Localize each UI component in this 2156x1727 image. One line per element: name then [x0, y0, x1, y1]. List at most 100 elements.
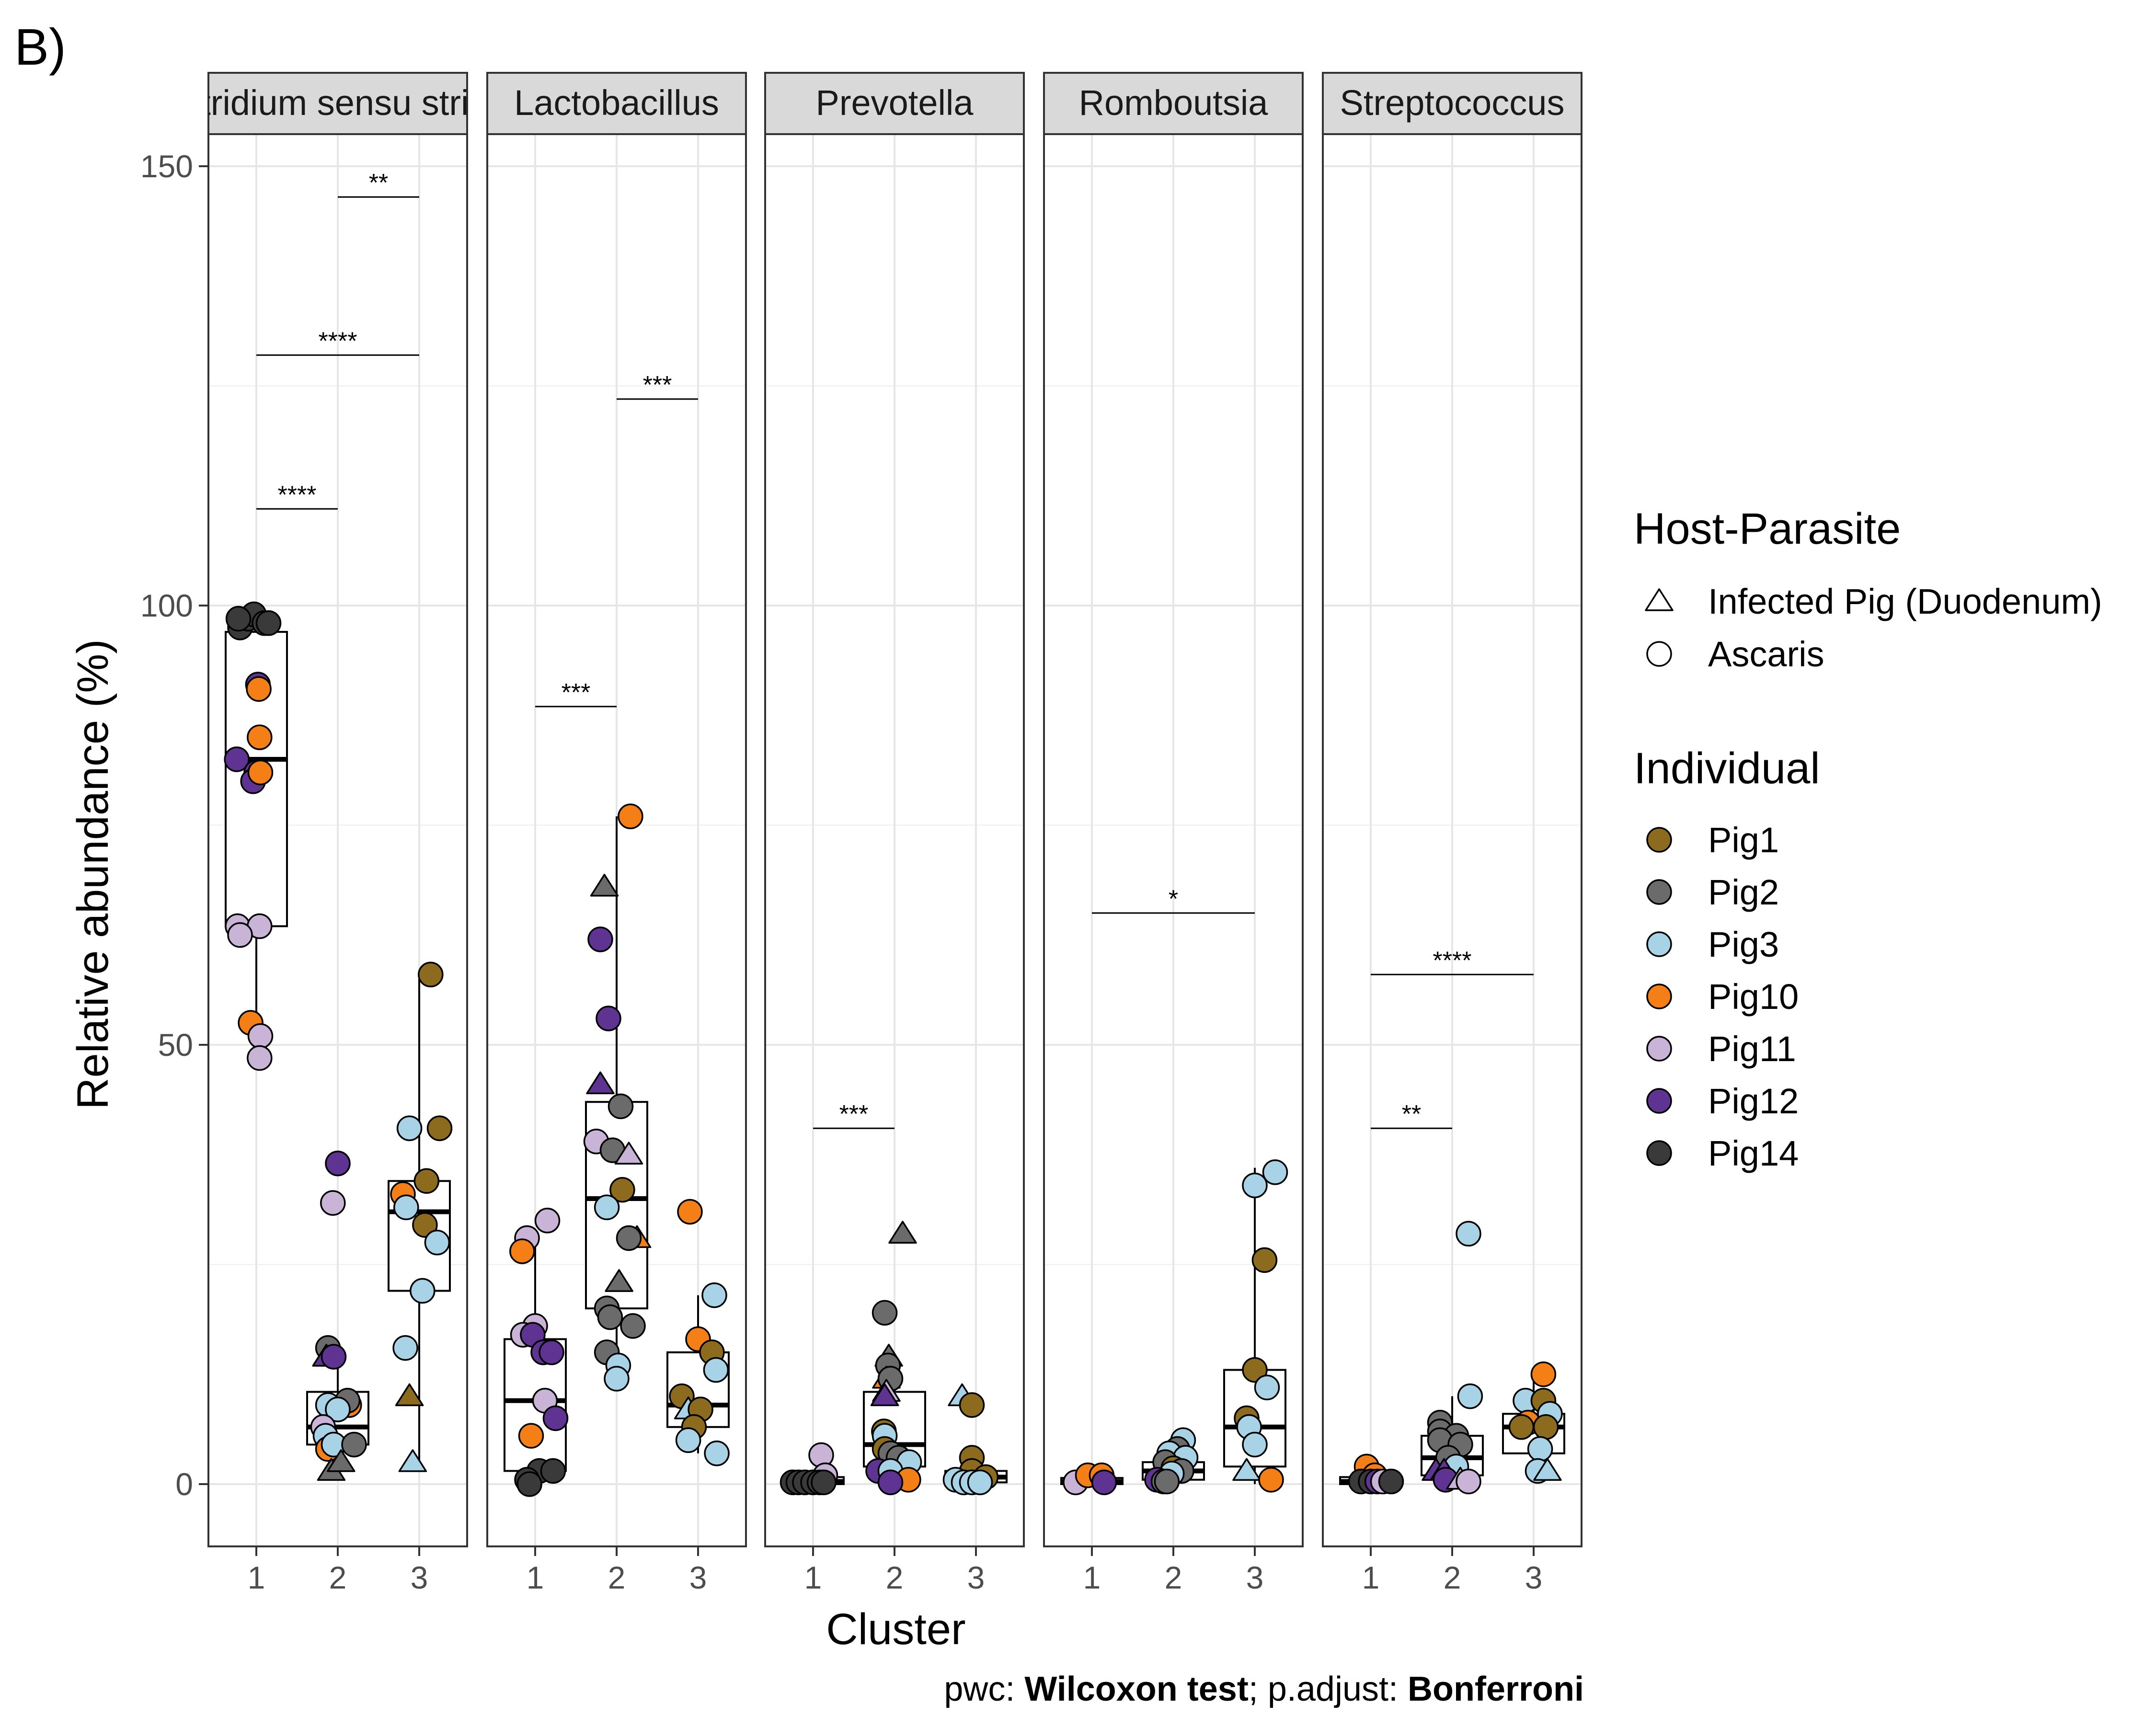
x-tick-label: 2 — [608, 1560, 626, 1595]
facet-panel: *** Prevotella 1 2 3 — [764, 72, 1025, 1595]
data-point-circle — [608, 1093, 634, 1120]
facet-strip — [1322, 72, 1583, 135]
legend-color-key — [1646, 827, 1672, 853]
legend-color-key — [1646, 1140, 1672, 1166]
data-point-circle — [393, 1194, 419, 1221]
facet-panel: * Romboutsia 1 2 3 — [1043, 72, 1304, 1595]
x-tick-label: 2 — [329, 1560, 347, 1595]
legend-color-key — [1646, 879, 1672, 905]
significance-label: * — [1169, 885, 1178, 913]
data-point-circle — [1154, 1468, 1180, 1495]
data-point-triangle — [888, 1221, 917, 1244]
legend-label: Pig12 — [1708, 1081, 1799, 1121]
x-tick-label: 2 — [1165, 1560, 1182, 1595]
data-point-circle — [247, 1023, 274, 1049]
legend-item-triangle: Infected Pig (Duodenum) — [1645, 582, 2102, 621]
y-tick-label: 150 — [140, 149, 193, 184]
data-point-circle — [1456, 1468, 1481, 1495]
caption-test-name: Wilcoxon test — [1024, 1670, 1248, 1708]
significance-label: *** — [839, 1100, 869, 1128]
data-point-circle — [424, 1229, 450, 1256]
data-point-circle — [604, 1366, 630, 1392]
legend-triangle-key — [1645, 588, 1674, 611]
data-point-circle — [392, 1335, 418, 1361]
data-point-circle — [609, 1177, 635, 1203]
data-point-circle — [509, 1238, 535, 1264]
significance-label: **** — [1433, 947, 1472, 974]
y-axis-title: Relative abundance (%) — [69, 639, 117, 1109]
data-point-triangle — [590, 873, 619, 897]
data-point-triangle — [1232, 1458, 1261, 1481]
data-point-circle — [811, 1469, 837, 1496]
data-point-circle — [341, 1431, 367, 1458]
data-point-circle — [418, 961, 444, 988]
facet-strip-label: Lactobacillus — [514, 83, 719, 123]
data-point-triangle — [327, 1449, 356, 1472]
legend-label: Infected Pig (Duodenum) — [1708, 582, 2102, 621]
data-point-circle — [540, 1458, 566, 1484]
data-point-circle — [325, 1150, 351, 1177]
legend-label: Pig2 — [1708, 872, 1779, 912]
x-tick-label: 3 — [689, 1560, 707, 1595]
data-point-circle — [247, 724, 273, 750]
legend-label: Pig1 — [1708, 820, 1779, 860]
data-point-circle — [872, 1300, 898, 1326]
data-point-circle — [396, 1115, 423, 1141]
data-point-circle — [594, 1194, 620, 1221]
panel-tag: B) — [14, 18, 66, 76]
data-point-circle — [413, 1168, 440, 1194]
data-point-circle — [321, 1344, 347, 1370]
legend-label: Pig14 — [1708, 1133, 1799, 1173]
y-tick-label: 50 — [158, 1027, 193, 1063]
data-point-circle — [587, 926, 613, 952]
data-point-triangle — [614, 1142, 643, 1165]
x-tick-label: 2 — [1444, 1560, 1461, 1595]
data-point-circle — [246, 676, 272, 702]
facet-strip — [486, 72, 747, 135]
data-point-triangle — [398, 1449, 427, 1472]
x-tick-label: 3 — [1246, 1560, 1264, 1595]
data-point-triangle — [586, 1071, 615, 1095]
data-point-triangle — [870, 1383, 899, 1407]
legend-item-circle: Ascaris — [1646, 634, 1824, 674]
x-tick-label: 1 — [1362, 1560, 1380, 1595]
data-point-circle — [701, 1282, 727, 1308]
legend-label: Pig3 — [1708, 925, 1779, 964]
data-point-circle — [1457, 1383, 1483, 1409]
data-point-circle — [224, 746, 250, 772]
caption-method: Bonferroni — [1408, 1670, 1584, 1708]
legend-item-pig10: Pig10 — [1646, 977, 1799, 1017]
data-point-circle — [412, 1212, 438, 1238]
data-point-circle — [1242, 1431, 1268, 1458]
data-point-circle — [534, 1208, 561, 1234]
data-point-triangle — [605, 1269, 633, 1292]
data-point-circle — [1378, 1468, 1404, 1495]
data-point-circle — [597, 1304, 623, 1330]
legend-label: Ascaris — [1708, 634, 1824, 674]
significance-label: ** — [369, 169, 388, 197]
significance-label: *** — [643, 371, 672, 399]
data-point-circle — [1456, 1221, 1481, 1247]
legend-item-pig3: Pig3 — [1646, 925, 1779, 964]
data-point-circle — [620, 1313, 646, 1339]
data-point-circle — [967, 1469, 993, 1496]
data-point-circle — [516, 1471, 542, 1497]
legend-label: Pig11 — [1708, 1029, 1796, 1069]
legend-fill-entries: Pig1 Pig2 Pig3 Pig10 Pig11 Pig12 Pig14 — [1646, 820, 1799, 1173]
significance-label: ** — [1402, 1100, 1421, 1128]
data-point-circle — [596, 1006, 621, 1031]
data-point-circle — [410, 1278, 436, 1304]
facet-strip — [1043, 72, 1304, 135]
legend-color-key — [1646, 1088, 1672, 1114]
data-point-circle — [227, 922, 253, 948]
x-tick-label: 3 — [411, 1560, 428, 1595]
facet-panel: *** *** Lactobacillus 1 2 3 — [486, 72, 747, 1595]
significance-label: *** — [562, 679, 591, 707]
x-tick-label: 3 — [967, 1560, 985, 1595]
data-point-circle — [677, 1199, 703, 1225]
data-point-circle — [1254, 1374, 1280, 1401]
legend-fill-title: Individual — [1634, 744, 1820, 793]
x-tick-label: 2 — [886, 1560, 904, 1595]
legend-item-pig14: Pig14 — [1646, 1133, 1799, 1173]
x-tick-label: 1 — [1083, 1560, 1101, 1595]
